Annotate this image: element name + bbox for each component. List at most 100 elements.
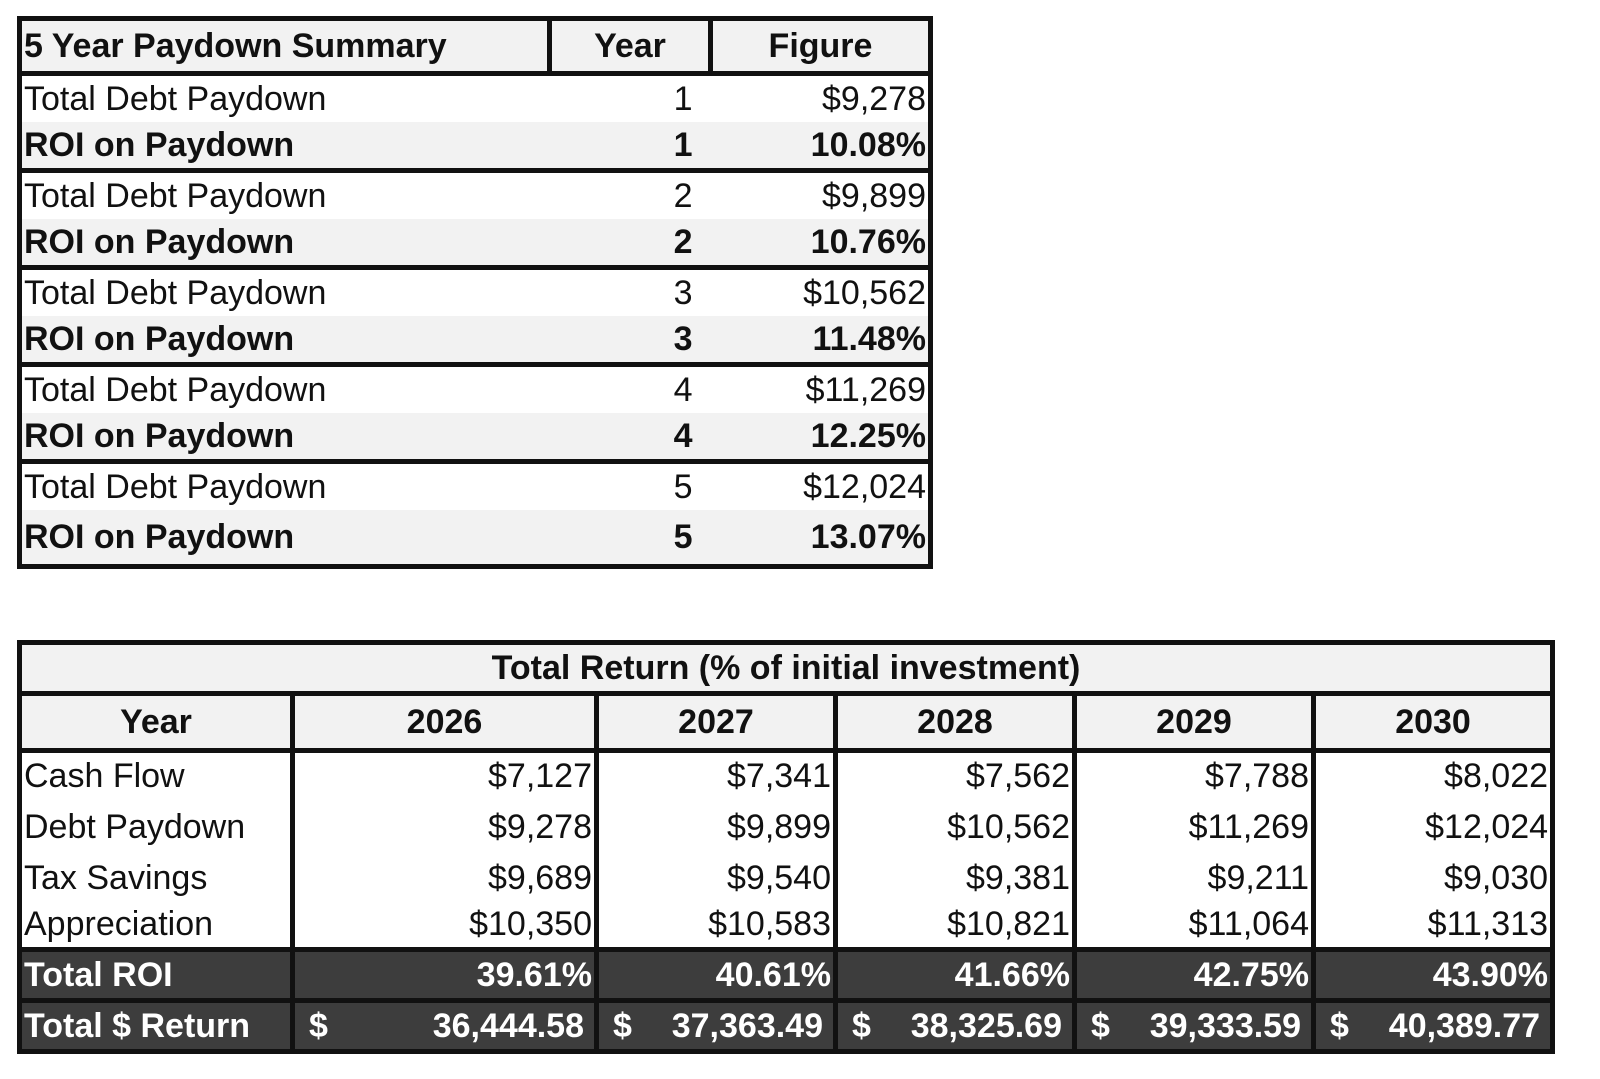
roi-value-cell[interactable]: 13.07%	[710, 510, 931, 567]
year-cell[interactable]: 5	[549, 510, 711, 567]
year-cell[interactable]: 4	[549, 413, 711, 462]
value-cell[interactable]: $10,821	[835, 901, 1077, 950]
year-header-2026[interactable]: 2026	[292, 693, 599, 753]
paydown-header-row: 5 Year Paydown Summary Year Figure	[19, 18, 931, 76]
roi-label-cell[interactable]: ROI on Paydown	[19, 510, 550, 567]
roi-value-cell[interactable]: 10.08%	[710, 122, 931, 171]
paydown-summary-title[interactable]: 5 Year Paydown Summary	[19, 18, 552, 76]
total-return-title[interactable]: Total Return (% of initial investment)	[19, 642, 1553, 696]
tax-savings-row: Tax Savings $9,689 $9,540 $9,381 $9,211 …	[19, 855, 1553, 901]
paydown-row-year-5: Total Debt Paydown 5 $12,024	[19, 459, 931, 510]
paydown-amount-cell[interactable]: $11,269	[710, 362, 931, 413]
total-dollar-cell[interactable]: $36,444.58	[292, 998, 599, 1052]
total-roi-cell[interactable]: 40.61%	[596, 947, 838, 1001]
roi-row-year-4: ROI on Paydown 4 12.25%	[19, 413, 931, 462]
value-cell[interactable]: $10,583	[596, 901, 838, 950]
roi-label-cell[interactable]: ROI on Paydown	[19, 413, 550, 462]
value-cell[interactable]: $9,540	[596, 855, 838, 901]
year-cell[interactable]: 5	[549, 459, 711, 510]
roi-row-year-5: ROI on Paydown 5 13.07%	[19, 510, 931, 567]
year-cell[interactable]: 3	[549, 265, 711, 316]
total-dollar-return-label[interactable]: Total $ Return	[19, 998, 295, 1052]
paydown-row-year-1: Total Debt Paydown 1 $9,278	[19, 73, 931, 122]
paydown-label-cell[interactable]: Total Debt Paydown	[19, 265, 550, 316]
total-roi-cell[interactable]: 42.75%	[1074, 947, 1316, 1001]
dollar-amount: 36,444.58	[432, 1006, 584, 1045]
year-header-row: Year 2026 2027 2028 2029 2030	[19, 693, 1553, 753]
value-cell[interactable]: $9,030	[1444, 858, 1549, 897]
total-dollar-cell[interactable]: $37,363.49	[596, 998, 838, 1052]
currency-symbol: $	[1091, 1006, 1110, 1045]
total-roi-label[interactable]: Total ROI	[19, 947, 295, 1001]
dollar-amount: 37,363.49	[671, 1006, 823, 1045]
value-cell[interactable]: $10,350	[292, 901, 599, 950]
paydown-label-cell[interactable]: Total Debt Paydown	[19, 362, 550, 413]
value-cell[interactable]: $7,788	[1074, 750, 1316, 799]
paydown-amount-cell[interactable]: $12,024	[710, 459, 931, 510]
total-return-table: Total Return (% of initial investment) Y…	[17, 640, 1556, 1054]
paydown-row-year-4: Total Debt Paydown 4 $11,269	[19, 362, 931, 413]
paydown-summary-table: 5 Year Paydown Summary Year Figure Total…	[17, 16, 933, 569]
value-cell[interactable]: $12,024	[1425, 807, 1549, 846]
total-return-title-row: Total Return (% of initial investment)	[19, 642, 1553, 696]
row-label[interactable]: Tax Savings	[19, 855, 295, 901]
paydown-label-cell[interactable]: Total Debt Paydown	[19, 168, 550, 219]
value-cell[interactable]: $11,313	[1427, 904, 1549, 943]
dollar-amount: 39,333.59	[1149, 1006, 1301, 1045]
total-roi-cell[interactable]: 41.66%	[835, 947, 1077, 1001]
paydown-amount-cell[interactable]: $9,278	[710, 73, 931, 122]
total-dollar-cell[interactable]: $39,333.59	[1074, 998, 1316, 1052]
value-cell[interactable]: $7,341	[596, 750, 838, 799]
currency-symbol: $	[852, 1006, 871, 1045]
roi-label-cell[interactable]: ROI on Paydown	[19, 316, 550, 365]
value-cell[interactable]: $8,022	[1444, 756, 1549, 795]
roi-row-year-2: ROI on Paydown 2 10.76%	[19, 219, 931, 268]
paydown-label-cell[interactable]: Total Debt Paydown	[19, 459, 550, 510]
value-cell[interactable]: $7,562	[835, 750, 1077, 799]
appreciation-row: Appreciation $10,350 $10,583 $10,821 $11…	[19, 901, 1553, 950]
total-dollar-cell[interactable]: $38,325.69	[835, 998, 1077, 1052]
roi-label-cell[interactable]: ROI on Paydown	[19, 219, 550, 268]
year-cell[interactable]: 2	[549, 168, 711, 219]
value-cell[interactable]: $9,381	[835, 855, 1077, 901]
roi-label-cell[interactable]: ROI on Paydown	[19, 122, 550, 171]
paydown-amount-cell[interactable]: $10,562	[710, 265, 931, 316]
roi-row-year-3: ROI on Paydown 3 11.48%	[19, 316, 931, 365]
value-cell[interactable]: $9,278	[292, 799, 599, 855]
figure-column-header[interactable]: Figure	[710, 18, 931, 76]
total-roi-cell[interactable]: 43.90%	[1313, 947, 1553, 1001]
roi-value-cell[interactable]: 10.76%	[710, 219, 931, 268]
roi-value-cell[interactable]: 12.25%	[710, 413, 931, 462]
paydown-amount-cell[interactable]: $9,899	[710, 168, 931, 219]
row-label[interactable]: Cash Flow	[19, 750, 295, 799]
year-header-2029[interactable]: 2029	[1074, 693, 1316, 753]
year-cell[interactable]: 4	[549, 362, 711, 413]
paydown-row-year-3: Total Debt Paydown 3 $10,562	[19, 265, 931, 316]
year-cell[interactable]: 1	[549, 73, 711, 122]
total-roi-cell[interactable]: 39.61%	[292, 947, 599, 1001]
total-dollar-cell[interactable]: $40,389.77	[1313, 998, 1553, 1052]
year-cell[interactable]: 1	[549, 122, 711, 171]
value-cell[interactable]: $7,127	[292, 750, 599, 799]
paydown-label-cell[interactable]: Total Debt Paydown	[19, 73, 550, 122]
value-cell[interactable]: $9,899	[596, 799, 838, 855]
value-cell[interactable]: $9,689	[292, 855, 599, 901]
year-label-header[interactable]: Year	[19, 693, 295, 753]
currency-symbol: $	[309, 1006, 328, 1045]
row-label[interactable]: Appreciation	[19, 901, 295, 950]
year-cell[interactable]: 2	[549, 219, 711, 268]
dollar-amount: 40,389.77	[1388, 1006, 1541, 1045]
value-cell[interactable]: $9,211	[1074, 855, 1316, 901]
year-cell[interactable]: 3	[549, 316, 711, 365]
value-cell[interactable]: $10,562	[835, 799, 1077, 855]
value-cell[interactable]: $11,269	[1074, 799, 1316, 855]
cash-flow-row: Cash Flow $7,127 $7,341 $7,562 $7,788 $8…	[19, 750, 1553, 799]
row-label[interactable]: Debt Paydown	[19, 799, 295, 855]
year-header-2030[interactable]: 2030	[1313, 693, 1553, 753]
year-header-2027[interactable]: 2027	[596, 693, 838, 753]
year-header-2028[interactable]: 2028	[835, 693, 1077, 753]
roi-value-cell[interactable]: 11.48%	[710, 316, 931, 365]
value-cell[interactable]: $11,064	[1074, 901, 1316, 950]
year-column-header[interactable]: Year	[549, 18, 713, 76]
debt-paydown-row: Debt Paydown $9,278 $9,899 $10,562 $11,2…	[19, 799, 1553, 855]
